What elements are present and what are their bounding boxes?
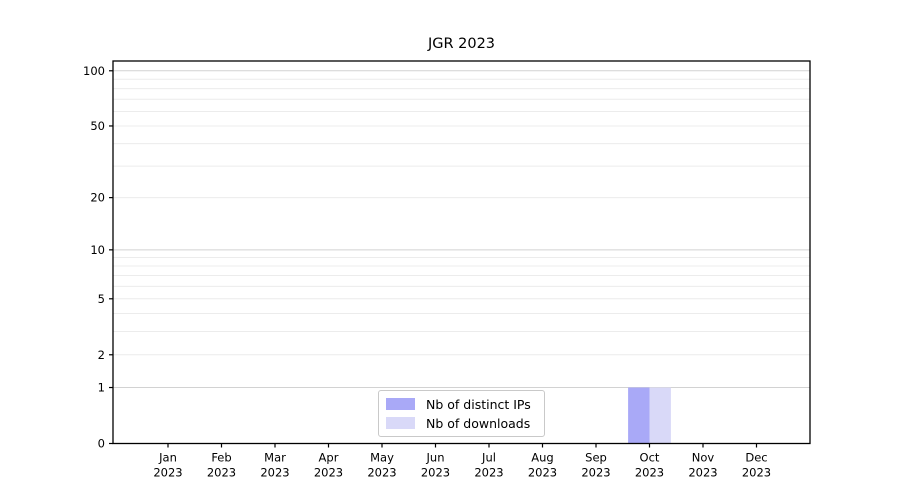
x-tick-label: Mar 2023 — [260, 451, 289, 480]
x-tick-label: Sep 2023 — [581, 451, 610, 480]
x-tick-label: Aug 2023 — [528, 451, 557, 480]
y-tick-label: 0 — [98, 437, 105, 451]
y-tick-label: 100 — [83, 64, 105, 78]
y-tick-label: 10 — [90, 243, 105, 257]
legend-swatch-downloads — [386, 417, 415, 429]
x-tick-label: Oct 2023 — [635, 451, 664, 480]
legend-label-distinct-ips: Nb of distinct IPs — [426, 396, 531, 412]
plot-border — [112, 60, 811, 445]
x-tick-label: Jun 2023 — [421, 451, 450, 480]
y-tick-label: 1 — [98, 381, 105, 395]
x-tick-label: Nov 2023 — [688, 451, 717, 480]
y-tick-label: 2 — [98, 348, 105, 362]
legend-swatch-distinct-ips — [386, 398, 415, 410]
chart-title: JGR 2023 — [427, 36, 496, 52]
bar-oct — [628, 387, 650, 444]
legend-label-downloads: Nb of downloads — [426, 415, 531, 431]
x-tick-label: May 2023 — [367, 451, 396, 480]
legend: Nb of distinct IPs Nb of downloads — [378, 390, 545, 437]
x-tick-label: Feb 2023 — [207, 451, 236, 480]
x-tick-label: Jul 2023 — [474, 451, 503, 480]
x-tick-label: Apr 2023 — [314, 451, 343, 480]
x-tick-label: Dec 2023 — [742, 451, 771, 480]
y-tick-label: 20 — [90, 191, 105, 205]
bar-oct — [649, 387, 671, 444]
y-tick-label: 5 — [98, 292, 105, 306]
y-tick-label: 50 — [90, 119, 105, 133]
legend-item-distinct-ips: Nb of distinct IPs — [386, 397, 544, 412]
x-tick-label: Jan 2023 — [153, 451, 182, 480]
legend-item-downloads: Nb of downloads — [386, 416, 544, 431]
